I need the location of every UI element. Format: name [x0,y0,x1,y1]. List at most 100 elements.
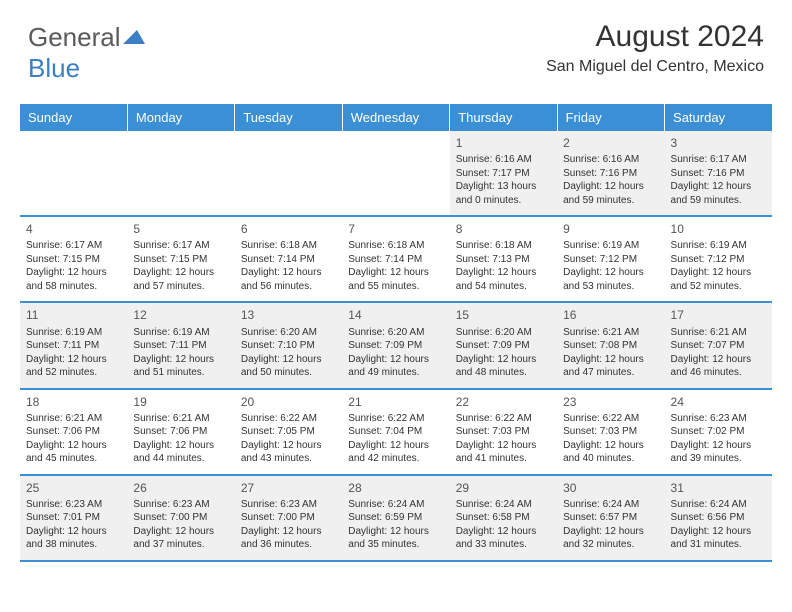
calendar-week-row: 11 Sunrise: 6:19 AMSunset: 7:11 PM Dayligh… [20,302,772,388]
sunrise-text: Sunrise: 6:18 AM [348,239,443,253]
sunrise-text: Sunrise: 6:19 AM [671,239,766,253]
day-number: 7 [348,221,443,237]
sunset-text: Sunset: 7:09 PM [456,339,551,353]
sunrise-text: Sunrise: 6:23 AM [671,412,766,426]
day-number: 11 [26,307,121,323]
day-header: Saturday [665,104,772,131]
sunrise-text: Sunrise: 6:17 AM [26,239,121,253]
sunset-text: Sunset: 7:03 PM [456,425,551,439]
sunrise-text: Sunrise: 6:21 AM [671,326,766,340]
day-number: 5 [133,221,228,237]
calendar-week-row: 1Sunrise: 6:16 AMSunset: 7:17 PMDaylight… [20,131,772,216]
daylight-text: Daylight: 12 hours and 40 minutes. [563,439,658,466]
sunset-text: Sunset: 7:06 PM [133,425,228,439]
daylight-text: Daylight: 12 hours and 32 minutes. [563,525,658,552]
sunrise-text: Sunrise: 6:17 AM [671,153,766,167]
sunrise-text: Sunrise: 6:16 AM [563,153,658,167]
day-number: 29 [456,480,551,496]
calendar-cell: 18Sunrise: 6:21 AMSunset: 7:06 PMDayligh… [20,389,127,475]
logo-triangle-icon [123,30,145,46]
daylight-text: Daylight: 12 hours and 42 minutes. [348,439,443,466]
sunrise-text: Sunrise: 6:18 AM [456,239,551,253]
day-number: 14 [348,307,443,323]
calendar-cell: 10Sunrise: 6:19 AMSunset: 7:12 PMDayligh… [665,216,772,302]
day-header: Thursday [450,104,557,131]
sunrise-text: Sunrise: 6:19 AM [563,239,658,253]
day-number: 17 [671,307,766,323]
sunrise-text: Sunrise: 6:20 AM [241,326,336,340]
calendar-cell: 25Sunrise: 6:23 AMSunset: 7:01 PMDayligh… [20,475,127,561]
calendar-cell: 31Sunrise: 6:24 AMSunset: 6:56 PMDayligh… [665,475,772,561]
daylight-text: Daylight: 12 hours and 54 minutes. [456,266,551,293]
daylight-text: Daylight: 12 hours and 49 minutes. [348,353,443,380]
daylight-text: Daylight: 12 hours and 50 minutes. [241,353,336,380]
calendar-cell: 7 Sunrise: 6:18 AMSunset: 7:14 PMDaylight… [342,216,449,302]
day-number: 26 [133,480,228,496]
day-header: Wednesday [342,104,449,131]
daylight-text: Daylight: 12 hours and 36 minutes. [241,525,336,552]
daylight-text: Daylight: 12 hours and 31 minutes. [671,525,766,552]
sunrise-text: Sunrise: 6:17 AM [133,239,228,253]
sunset-text: Sunset: 7:12 PM [671,253,766,267]
calendar-cell: 2Sunrise: 6:16 AMSunset: 7:16 PMDaylight… [557,131,664,216]
calendar-cell: 28Sunrise: 6:24 AMSunset: 6:59 PMDayligh… [342,475,449,561]
sunset-text: Sunset: 6:58 PM [456,511,551,525]
calendar-cell: 13Sunrise: 6:20 AMSunset: 7:10 PMDayligh… [235,302,342,388]
sunrise-text: Sunrise: 6:23 AM [241,498,336,512]
calendar-cell: 27Sunrise: 6:23 AMSunset: 7:00 PMDayligh… [235,475,342,561]
day-number: 23 [563,394,658,410]
day-number: 10 [671,221,766,237]
sunrise-text: Sunrise: 6:23 AM [133,498,228,512]
calendar-table: Sunday Monday Tuesday Wednesday Thursday… [20,104,772,562]
daylight-text: Daylight: 12 hours and 45 minutes. [26,439,121,466]
calendar-cell: 20Sunrise: 6:22 AMSunset: 7:05 PMDayligh… [235,389,342,475]
daylight-text: Daylight: 13 hours and 0 minutes. [456,180,551,207]
sunrise-text: Sunrise: 6:19 AM [26,326,121,340]
daylight-text: Daylight: 12 hours and 43 minutes. [241,439,336,466]
sunrise-text: Sunrise: 6:16 AM [456,153,551,167]
calendar-cell: 19Sunrise: 6:21 AMSunset: 7:06 PMDayligh… [127,389,234,475]
daylight-text: Daylight: 12 hours and 39 minutes. [671,439,766,466]
calendar-cell: 9Sunrise: 6:19 AMSunset: 7:12 PMDaylight… [557,216,664,302]
sunrise-text: Sunrise: 6:22 AM [456,412,551,426]
day-number: 1 [456,135,551,151]
calendar-cell: 1Sunrise: 6:16 AMSunset: 7:17 PMDaylight… [450,131,557,216]
sunset-text: Sunset: 7:14 PM [348,253,443,267]
calendar-cell: 4Sunrise: 6:17 AMSunset: 7:15 PMDaylight… [20,216,127,302]
daylight-text: Daylight: 12 hours and 53 minutes. [563,266,658,293]
sunset-text: Sunset: 7:05 PM [241,425,336,439]
day-header: Monday [127,104,234,131]
day-number: 19 [133,394,228,410]
sunrise-text: Sunrise: 6:22 AM [241,412,336,426]
calendar-cell: 12Sunrise: 6:19 AMSunset: 7:11 PMDayligh… [127,302,234,388]
calendar-cell: 14Sunrise: 6:20 AMSunset: 7:09 PMDayligh… [342,302,449,388]
calendar-cell: 24Sunrise: 6:23 AMSunset: 7:02 PMDayligh… [665,389,772,475]
sunset-text: Sunset: 7:12 PM [563,253,658,267]
sunset-text: Sunset: 7:16 PM [671,167,766,181]
sunset-text: Sunset: 7:02 PM [671,425,766,439]
day-number: 28 [348,480,443,496]
location-subtitle: San Miguel del Centro, Mexico [546,58,764,76]
day-number: 6 [241,221,336,237]
calendar-cell [20,131,127,216]
calendar-week-row: 25Sunrise: 6:23 AMSunset: 7:01 PMDayligh… [20,475,772,561]
sunset-text: Sunset: 7:11 PM [26,339,121,353]
sunrise-text: Sunrise: 6:23 AM [26,498,121,512]
day-number: 18 [26,394,121,410]
sunset-text: Sunset: 7:15 PM [133,253,228,267]
daylight-text: Daylight: 12 hours and 46 minutes. [671,353,766,380]
day-number: 15 [456,307,551,323]
sunrise-text: Sunrise: 6:21 AM [563,326,658,340]
brand-word2: Blue [28,53,80,83]
day-header: Friday [557,104,664,131]
sunset-text: Sunset: 7:15 PM [26,253,121,267]
calendar-cell [127,131,234,216]
calendar-cell [342,131,449,216]
daylight-text: Daylight: 12 hours and 47 minutes. [563,353,658,380]
day-number: 31 [671,480,766,496]
daylight-text: Daylight: 12 hours and 55 minutes. [348,266,443,293]
day-number: 22 [456,394,551,410]
brand-logo: General Blue [28,22,145,84]
sunset-text: Sunset: 7:03 PM [563,425,658,439]
sunrise-text: Sunrise: 6:20 AM [348,326,443,340]
